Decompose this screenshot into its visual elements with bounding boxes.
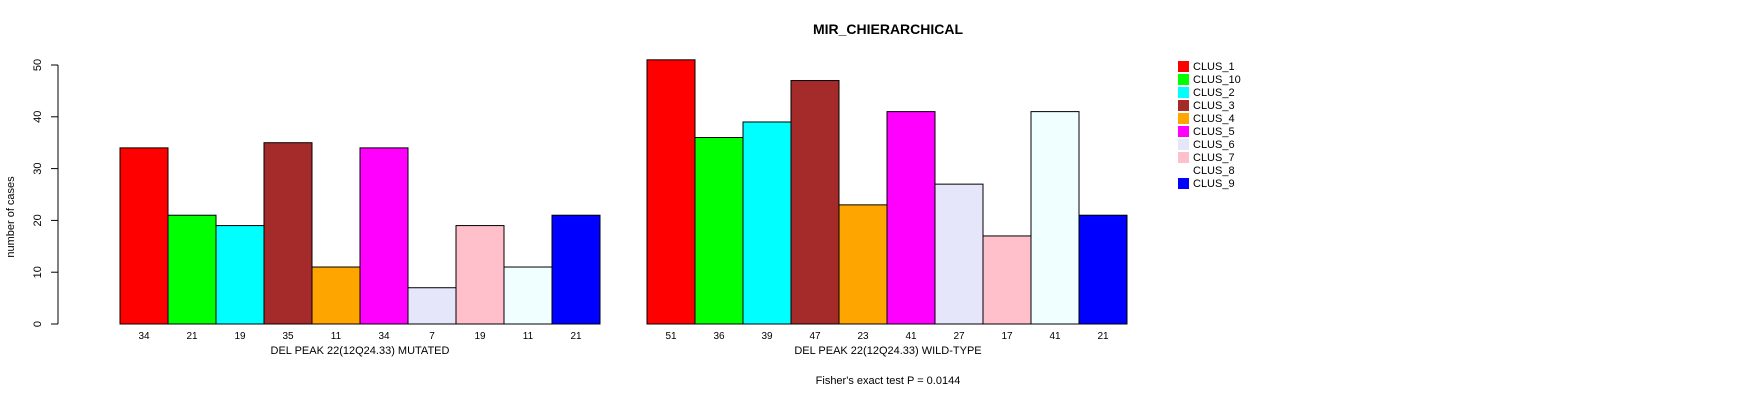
- bar-count-label: 23: [857, 331, 869, 342]
- bar-clus-8: [1030, 111, 1080, 325]
- chart-title: MIR_CHIERARCHICAL: [813, 21, 964, 37]
- y-tick-label: 30: [32, 162, 44, 174]
- bar-count-label: 11: [523, 331, 534, 342]
- fisher-test-label: Fisher's exact test P = 0.0144: [816, 375, 961, 387]
- x-axis-label-mutated: DEL PEAK 22(12Q24.33) MUTATED: [271, 345, 450, 357]
- bar-count-label: 21: [1097, 331, 1109, 342]
- legend-swatch: [1178, 61, 1189, 72]
- bar-clus-7: [982, 235, 1032, 325]
- panel-wild-type: 51 36 39 47 23 41 27 17 41 21: [646, 59, 1128, 342]
- legend-entry-label: CLUS_3: [1193, 100, 1235, 112]
- legend-swatch: [1178, 178, 1189, 189]
- y-tick-label: 50: [32, 59, 44, 71]
- y-tick-label: 10: [32, 266, 44, 278]
- x-axis-label-wild-type: DEL PEAK 22(12Q24.33) WILD-TYPE: [794, 345, 981, 357]
- legend-swatch: [1178, 139, 1189, 150]
- y-axis: 0 10 20 30 40 50: [32, 59, 59, 327]
- legend-entry-label: CLUS_10: [1193, 74, 1241, 86]
- y-axis-label: number of cases: [5, 176, 17, 258]
- legend-entry-label: CLUS_2: [1193, 87, 1235, 99]
- bar-clus-2: [742, 121, 792, 325]
- bar-count-label: 39: [761, 331, 773, 342]
- bar-clus-6: [407, 287, 457, 325]
- legend-entry-label: CLUS_8: [1193, 165, 1235, 177]
- legend-swatch: [1178, 126, 1189, 137]
- bar-count-label: 7: [429, 331, 435, 342]
- bar-count-label: 27: [953, 331, 965, 342]
- bar-count-label: 41: [905, 331, 917, 342]
- bar-clus-7: [455, 225, 505, 325]
- legend-entry-label: CLUS_6: [1193, 139, 1235, 151]
- legend: CLUS_1CLUS_10CLUS_2CLUS_3CLUS_4CLUS_5CLU…: [1178, 61, 1241, 190]
- legend-entry-label: CLUS_5: [1193, 126, 1235, 138]
- legend-entry-label: CLUS_9: [1193, 178, 1235, 190]
- bar-clus-3: [790, 80, 840, 325]
- bar-count-label: 51: [665, 331, 677, 342]
- bar-count-label: 19: [234, 331, 246, 342]
- legend-entry-label: CLUS_1: [1193, 61, 1235, 73]
- bar-count-label: 21: [186, 331, 198, 342]
- y-tick-label: 40: [32, 111, 44, 123]
- bar-clus-10: [694, 137, 744, 325]
- bar-count-label: 21: [570, 331, 582, 342]
- bar-clus-4: [838, 204, 888, 325]
- bar-clus-5: [359, 147, 409, 325]
- legend-swatch: [1178, 152, 1189, 163]
- bar-clus-9: [1078, 214, 1128, 325]
- bar-count-label: 47: [809, 331, 821, 342]
- bar-clus-4: [311, 266, 361, 325]
- bar-count-label: 11: [331, 331, 342, 342]
- legend-swatch: [1178, 100, 1189, 111]
- bar-clus-8: [503, 266, 553, 325]
- y-tick-label: 0: [32, 321, 44, 327]
- legend-entry-label: CLUS_7: [1193, 152, 1235, 164]
- bar-clus-2: [215, 225, 265, 325]
- bar-clus-9: [551, 214, 601, 325]
- bar-clus-1: [646, 59, 696, 325]
- bar-clus-5: [886, 111, 936, 325]
- legend-swatch: [1178, 87, 1189, 98]
- bar-count-label: 34: [378, 331, 390, 342]
- bar-count-label: 35: [282, 331, 294, 342]
- legend-swatch: [1178, 113, 1189, 124]
- bar-count-label: 34: [138, 331, 150, 342]
- legend-entry-label: CLUS_4: [1193, 113, 1235, 125]
- y-tick-label: 20: [32, 214, 44, 226]
- bar-count-label: 41: [1049, 331, 1061, 342]
- bar-count-label: 17: [1001, 331, 1013, 342]
- bar-clus-3: [263, 142, 313, 325]
- bar-clus-1: [119, 147, 169, 325]
- bar-clus-10: [167, 214, 217, 325]
- panel-mutated: 34 21 19 35 11 34 7 19 11 21: [119, 142, 601, 342]
- bar-count-label: 36: [713, 331, 725, 342]
- legend-swatch: [1178, 74, 1189, 85]
- bar-count-label: 19: [474, 331, 486, 342]
- bar-clus-6: [934, 183, 984, 325]
